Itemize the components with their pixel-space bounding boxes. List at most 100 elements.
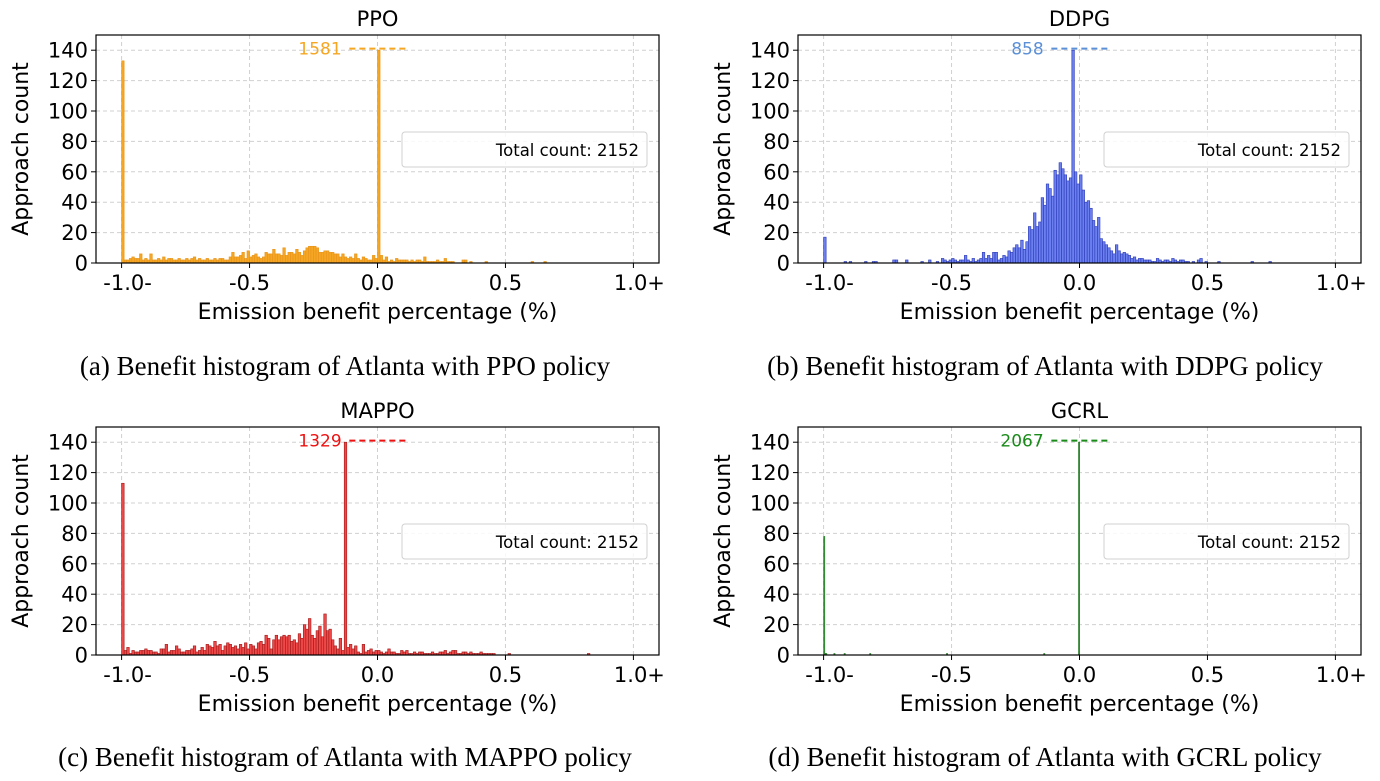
y-tick-label: 120: [48, 461, 88, 485]
y-tick-label: 120: [750, 461, 790, 485]
histogram-bar: [1043, 204, 1047, 264]
histogram-bar: [1122, 252, 1126, 264]
histogram-bar: [128, 258, 133, 264]
histogram-bar: [343, 256, 348, 264]
x-tick-label: -1.0-: [805, 271, 854, 295]
chart-title: GCRL: [1051, 399, 1109, 423]
histogram-bar: [374, 258, 378, 264]
histogram-bar: [205, 644, 209, 656]
histogram-bar: [941, 258, 945, 264]
histogram-bar: [443, 650, 447, 656]
histogram-bar: [1025, 241, 1029, 264]
histogram-bar: [1084, 201, 1088, 264]
x-tick-label: 0.5: [489, 663, 522, 687]
histogram-bar: [331, 252, 335, 264]
histogram-bar: [1035, 226, 1039, 264]
y-tick-label: 140: [48, 431, 88, 455]
histogram-bar: [346, 258, 350, 264]
histogram-bar: [423, 256, 427, 264]
y-tick-label: 60: [763, 552, 790, 576]
histogram-bar: [336, 648, 340, 656]
histogram-bar: [144, 648, 148, 656]
histogram-bar: [169, 258, 174, 264]
histogram-bar: [272, 639, 276, 656]
histogram-bar: [159, 648, 163, 656]
histogram-bar: [349, 256, 353, 264]
histogram-bar: [121, 482, 125, 656]
histogram-bar: [162, 648, 166, 656]
x-tick-label: 0.0: [361, 663, 394, 687]
histogram-bar: [1081, 189, 1085, 264]
chart-title: MAPPO: [340, 399, 414, 423]
histogram-bar: [1020, 239, 1024, 264]
histogram-bar: [364, 258, 368, 264]
histogram-bar: [251, 255, 255, 264]
y-axis-label: Approach count: [9, 454, 34, 628]
histogram-bar: [244, 258, 248, 264]
histogram-bar: [1109, 250, 1114, 264]
histogram-bar: [228, 256, 232, 264]
panel-ddpg: DDPG 0 20 40 60 80 100 120 140 -1.0- -0.5 0.0 0.5 1.0…: [702, 0, 1380, 389]
histogram-bar: [221, 258, 225, 264]
histogram-bar: [1199, 258, 1203, 264]
legend-box: [1103, 131, 1350, 168]
histogram-bar: [1097, 217, 1101, 264]
histogram-bar: [343, 441, 348, 656]
y-tick-label: 100: [48, 492, 88, 516]
histogram-bar: [123, 650, 128, 656]
histogram-bar: [139, 650, 143, 656]
histogram-bar: [1030, 229, 1034, 264]
caption-ddpg: (b) Benefit histogram of Atlanta with DD…: [767, 351, 1323, 381]
histogram-bar: [285, 636, 289, 656]
histogram-bar: [1053, 169, 1057, 264]
histogram-bar: [192, 645, 197, 656]
histogram-bar: [164, 644, 168, 656]
x-axis-label: Emission benefit percentage (%): [900, 300, 1260, 325]
histogram-bar: [338, 637, 342, 656]
histogram-bar: [1140, 258, 1144, 264]
histogram-bar: [1015, 244, 1019, 264]
x-tick-label: -0.5: [229, 271, 270, 295]
y-tick-label: 100: [48, 100, 88, 124]
histogram-bar: [167, 258, 171, 264]
histogram-bar: [300, 637, 304, 656]
y-tick-label: 40: [61, 191, 88, 215]
legend-text: Total count: 2152: [1197, 533, 1341, 552]
histogram-bar: [1022, 249, 1027, 264]
y-tick-label: 40: [61, 583, 88, 607]
histogram-bar: [190, 258, 194, 264]
legend: Total count: 2152: [401, 131, 648, 168]
histogram-bar: [221, 650, 225, 656]
bars: [121, 441, 591, 656]
histogram-bar: [369, 648, 373, 656]
histogram-bar: [241, 252, 245, 264]
y-tick-label: 60: [61, 552, 88, 576]
legend-text: Total count: 2152: [495, 533, 639, 552]
histogram-bar: [326, 250, 330, 264]
histogram-bar: [372, 255, 376, 264]
y-tick-label: 20: [61, 613, 88, 637]
histogram-bar: [228, 644, 232, 656]
histogram-bar: [305, 247, 309, 264]
histogram-bar: [823, 236, 827, 264]
histogram-bar: [177, 648, 181, 656]
histogram-bar: [256, 642, 261, 656]
histogram-bar: [157, 258, 161, 264]
legend-text: Total count: 2152: [1197, 141, 1341, 160]
histogram-bar: [341, 650, 345, 656]
histogram-bar: [249, 256, 253, 264]
legend-box: [401, 131, 648, 168]
histogram-bar: [999, 258, 1004, 264]
x-tick-label: -1.0-: [805, 663, 854, 687]
y-tick-label: 40: [763, 583, 790, 607]
histogram-bar: [1107, 247, 1111, 264]
x-tick-label: -0.5: [931, 663, 972, 687]
histogram-bar: [262, 644, 266, 656]
histogram-bar: [172, 650, 176, 656]
annotation-count: 858: [1011, 40, 1043, 60]
histogram-bar: [1074, 171, 1078, 264]
histogram-bar: [300, 255, 304, 264]
histogram-bar: [239, 255, 243, 264]
histogram-bar: [203, 650, 207, 656]
histogram-bar: [141, 650, 145, 656]
